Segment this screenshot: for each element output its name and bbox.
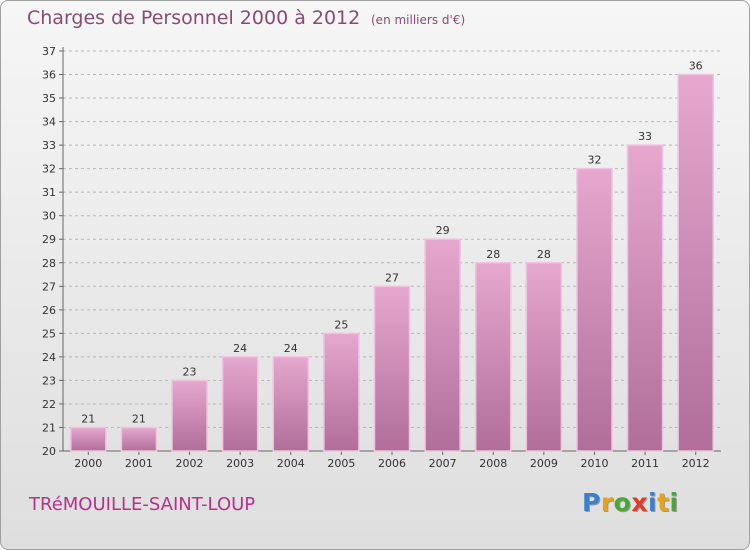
value-label: 21 [81,412,95,425]
x-tick-label: 2001 [125,457,153,470]
x-tick-label: 2002 [176,457,204,470]
bar-2000 [70,426,107,452]
y-tick-label: 34 [42,116,56,129]
y-tick-label: 30 [42,210,56,223]
value-label: 29 [436,224,450,237]
bar-2011 [626,144,664,452]
y-tick-label: 33 [42,139,56,152]
logo-letter: i [669,488,679,517]
bar-2009 [525,262,563,452]
bar-2012 [677,73,714,452]
x-tick-label: 2012 [682,457,710,470]
x-tick-label: 2009 [530,457,558,470]
logo-letter: t [657,488,670,517]
y-tick-label: 24 [42,351,56,364]
bar-2007 [424,238,461,452]
y-tick-label: 25 [42,327,56,340]
bar-2002 [171,379,208,452]
x-tick-label: 2007 [429,457,457,470]
y-tick-label: 32 [42,163,56,176]
y-tick-label: 23 [42,374,56,387]
bars [70,73,714,452]
y-tick-label: 35 [42,92,56,105]
x-tick-label: 2005 [327,457,355,470]
y-tick-label: 22 [42,398,56,411]
bar-2004 [272,356,310,452]
value-label: 32 [587,154,601,167]
x-tick-label: 2000 [74,457,102,470]
y-tick-label: 37 [42,45,56,58]
logo-letter: o [613,488,632,517]
y-tick-label: 21 [42,421,56,434]
y-tick-label: 20 [42,445,56,458]
bar-2003 [221,356,259,452]
logo-letter: x [631,488,648,517]
y-tick-label: 28 [42,257,56,270]
labels: 20 21 22 23 24 25 26 27 28 29 30 31 32 33 34 35 36 37 21 20… [42,45,710,470]
value-label: 21 [132,412,146,425]
x-tick-label: 2006 [378,457,406,470]
bar-2008 [474,262,512,452]
value-label: 23 [183,365,197,378]
value-label: 27 [385,271,399,284]
x-tick-label: 2010 [580,457,608,470]
y-tick-label: 36 [42,69,56,82]
value-label: 28 [537,248,551,261]
x-tick-label: 2008 [479,457,507,470]
y-tick-label: 29 [42,233,56,246]
value-label: 28 [486,248,500,261]
logo-letter: r [600,488,614,517]
x-tick-label: 2011 [631,457,659,470]
logo-letter: P [582,488,601,517]
bar-2005 [323,332,360,452]
y-tick-label: 27 [42,280,56,293]
value-label: 33 [638,130,652,143]
value-label: 24 [284,342,298,355]
chart-subtitle: (en milliers d'€) [371,13,466,27]
proxiti-logo: Proxiti [582,488,679,517]
value-label: 36 [689,60,703,73]
bar-2006 [373,285,411,452]
bar-2010 [576,167,613,452]
x-tick-label: 2004 [277,457,305,470]
commune-name: TRéMOUILLE-SAINT-LOUP [29,494,256,515]
value-label: 25 [334,318,348,331]
y-tick-label: 31 [42,186,56,199]
y-tick-label: 26 [42,304,56,317]
bar-2001 [120,426,158,452]
logo-letter: i [648,488,658,517]
value-label: 24 [233,342,247,355]
x-tick-label: 2003 [226,457,254,470]
chart-title: Charges de Personnel 2000 à 2012 [27,7,361,29]
